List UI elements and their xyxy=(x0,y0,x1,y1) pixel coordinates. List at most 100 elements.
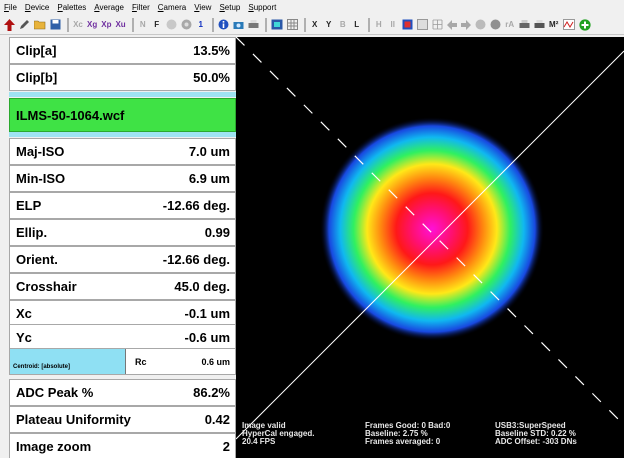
xp-button[interactable]: Xp xyxy=(101,20,112,29)
one-button[interactable]: 1 xyxy=(198,20,203,29)
xu-button[interactable]: Xu xyxy=(115,20,126,29)
measurement-row-xc: Xc -0.1 um xyxy=(9,300,236,327)
measurement-value: 0.99 xyxy=(204,225,230,240)
filename-row[interactable]: ILMS-50-1064.wcf xyxy=(9,98,236,132)
measurement-label: Yc xyxy=(16,330,32,345)
n-button[interactable]: N xyxy=(139,20,146,29)
measurement-label: Min-ISO xyxy=(16,171,66,186)
f-button[interactable]: F xyxy=(154,20,160,29)
crosshair-dashed-line xyxy=(236,37,624,426)
xg-button[interactable]: Xg xyxy=(87,20,98,29)
status-column-1: Image valid HyperCal engaged. 20.4 FPS xyxy=(242,422,314,446)
centroid-row: Centroid: [absolute] Rc 0.6 um xyxy=(9,348,236,375)
printer2-icon[interactable] xyxy=(533,17,546,32)
menu-setup[interactable]: Setup xyxy=(219,3,241,12)
measurement-label: Plateau Uniformity xyxy=(16,412,131,427)
measurement-row-orient: Orient. -12.66 deg. xyxy=(9,246,236,273)
l-button[interactable]: L xyxy=(354,20,360,29)
x-button[interactable]: X xyxy=(312,20,318,29)
palette-color-icon[interactable] xyxy=(401,17,414,32)
measurement-row-elp: ELP -12.66 deg. xyxy=(9,192,236,219)
add-icon[interactable] xyxy=(578,17,592,32)
usb-link-status: USB3:SuperSpeed xyxy=(495,421,566,430)
separator-band xyxy=(9,92,236,97)
beam-image xyxy=(236,37,624,440)
rc-cell: Rc 0.6 um xyxy=(126,349,235,374)
menu-palettes[interactable]: Palettes xyxy=(57,3,87,12)
measurement-value: 50.0% xyxy=(193,70,230,85)
measurement-label: Ellip. xyxy=(16,225,48,240)
measurement-value: 86.2% xyxy=(193,385,230,400)
stop-icon[interactable] xyxy=(165,17,178,32)
measurement-value: 6.9 um xyxy=(188,171,230,186)
measurement-value: -12.66 deg. xyxy=(162,252,230,267)
menu-support[interactable]: Support xyxy=(248,3,277,12)
menu-view[interactable]: View xyxy=(194,3,212,12)
disc-icon[interactable] xyxy=(489,17,502,32)
b-button[interactable]: B xyxy=(339,20,346,29)
grid-icon[interactable] xyxy=(286,17,299,32)
menu-average[interactable]: Average xyxy=(94,3,124,12)
beam-profile-view[interactable]: Image valid HyperCal engaged. 20.4 FPS F… xyxy=(236,37,624,458)
centroid-mode-button[interactable]: Centroid: [absolute] xyxy=(10,349,126,374)
measurement-row-clip-b: Clip[b] 50.0% xyxy=(9,64,236,91)
separator-band xyxy=(9,132,236,137)
chart-icon[interactable] xyxy=(474,17,487,32)
measurement-row-crosshair: Crosshair 45.0 deg. xyxy=(9,273,236,300)
toolbar: Xc Xg Xp Xu N F 1 X Y B L H II rA M² xyxy=(0,15,624,35)
measurement-row-yc: Yc -0.6 um xyxy=(9,324,236,351)
table-icon[interactable] xyxy=(416,17,429,32)
y-button[interactable]: Y xyxy=(326,20,332,29)
right-arrow-icon[interactable] xyxy=(460,17,472,32)
camera-icon[interactable] xyxy=(232,17,245,32)
menu-device[interactable]: Device xyxy=(24,3,50,12)
menu-filter[interactable]: Filter xyxy=(131,3,150,12)
measurement-value: -0.1 um xyxy=(184,306,230,321)
status-column-3: USB3:SuperSpeed Baseline STD: 0.22 % ADC… xyxy=(495,422,577,446)
rc-label: Rc xyxy=(135,356,147,367)
printer-icon[interactable] xyxy=(247,17,260,32)
crosshair-solid-line xyxy=(236,50,624,440)
measurement-label: Orient. xyxy=(16,252,58,267)
measurement-row-image-zoom: Image zoom 2 xyxy=(9,433,236,458)
toolbar-separator xyxy=(67,17,69,32)
measurement-value: 7.0 um xyxy=(188,144,230,159)
left-arrow-icon[interactable] xyxy=(446,17,458,32)
h-button[interactable]: H xyxy=(375,20,382,29)
open-folder-icon[interactable] xyxy=(33,17,47,32)
xc-button[interactable]: Xc xyxy=(73,20,83,29)
info-icon[interactable] xyxy=(217,17,230,32)
grid-dots-icon[interactable] xyxy=(431,17,444,32)
save-icon[interactable] xyxy=(49,17,62,32)
toolbar-separator xyxy=(264,17,267,32)
status-baseline: Baseline: 2.75 % xyxy=(365,429,428,438)
measurement-row-ellip: Ellip. 0.99 xyxy=(9,219,236,246)
print-icon[interactable] xyxy=(518,17,531,32)
measurement-value: 45.0 deg. xyxy=(174,279,230,294)
record-icon[interactable] xyxy=(180,17,193,32)
measurement-label: Maj-ISO xyxy=(16,144,65,159)
pencil-icon[interactable] xyxy=(18,17,31,32)
beam-spot xyxy=(320,117,544,341)
measurement-row-min-iso: Min-ISO 6.9 um xyxy=(9,165,236,192)
rc-value: 0.6 um xyxy=(201,356,230,367)
ii-button[interactable]: II xyxy=(390,20,395,29)
toolbar-separator xyxy=(367,17,370,32)
toolbar-separator xyxy=(211,17,214,32)
measurement-label: ELP xyxy=(16,198,42,213)
m2-button[interactable]: M² xyxy=(549,20,559,29)
measurement-value: -0.6 um xyxy=(184,330,230,345)
menu-camera[interactable]: Camera xyxy=(157,3,187,12)
ra-button[interactable]: rA xyxy=(505,20,515,29)
measurement-row-maj-iso: Maj-ISO 7.0 um xyxy=(9,138,236,165)
palette-icon[interactable] xyxy=(270,17,284,32)
up-arrow-icon[interactable] xyxy=(3,17,16,32)
measurement-row-adc-peak: ADC Peak % 86.2% xyxy=(9,379,236,406)
waveform-icon[interactable] xyxy=(562,17,576,32)
measurement-value: 13.5% xyxy=(193,43,230,58)
measurement-label: ADC Peak % xyxy=(16,385,94,400)
menu-file[interactable]: File xyxy=(4,3,17,12)
measurement-label: Clip[b] xyxy=(16,70,58,85)
measurement-label: Crosshair xyxy=(16,279,77,294)
toolbar-separator xyxy=(131,17,134,32)
